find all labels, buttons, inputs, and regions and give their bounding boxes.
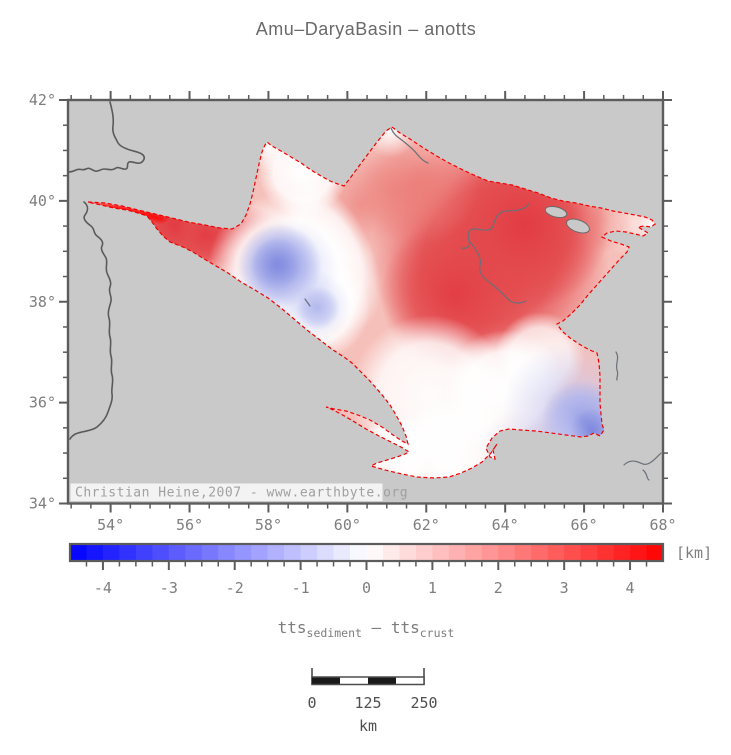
attribution-text: Christian Heine,2007 - www.earthbyte.org	[75, 486, 408, 501]
colorbar-segment	[366, 544, 384, 561]
lon-tick-label: 54°	[97, 516, 124, 534]
colorbar-segment	[135, 544, 153, 561]
colorbar-segment	[185, 544, 203, 561]
colorbar-segment	[70, 544, 87, 561]
scalebar-labels: 0 125 250	[307, 694, 437, 712]
lat-tick-label: 40°	[29, 192, 56, 210]
lon-tick-label: 58°	[255, 516, 282, 534]
map-ticks	[59, 91, 672, 513]
colorbar-segment	[86, 544, 104, 561]
colorbar: -4 -3 -2 -1 0 1 2 3 4 [km]	[68, 542, 712, 597]
attribution: Christian Heine,2007 - www.earthbyte.org	[70, 483, 408, 501]
colorbar-segment	[317, 544, 335, 561]
colorbar-segment	[432, 544, 450, 561]
colorbar-segment	[284, 544, 302, 561]
colorbar-segment	[498, 544, 516, 561]
colorbar-segment	[646, 544, 664, 561]
colorbar-segment	[448, 544, 466, 561]
scalebar-segment-3	[368, 677, 396, 684]
basin-outline	[87, 126, 656, 479]
colorbar-segment	[251, 544, 269, 561]
caspian-coastline	[67, 101, 146, 440]
lat-tick-label: 36°	[29, 394, 56, 412]
colorbar-segment	[102, 544, 120, 561]
lon-tick-label: 66°	[571, 516, 598, 534]
lon-tick-label: 62°	[413, 516, 440, 534]
colorbar-tick-label: 1	[428, 579, 437, 597]
north-coast-path	[67, 101, 146, 173]
lon-tick-label: 60°	[334, 516, 361, 534]
scalebar-tick-label: 125	[354, 694, 381, 712]
colorbar-segment	[399, 544, 417, 561]
lake-holes	[544, 205, 590, 234]
lat-tick-label: 38°	[29, 293, 56, 311]
colorbar-segments	[70, 544, 664, 561]
colorbar-segment	[597, 544, 615, 561]
colorbar-segment	[630, 544, 648, 561]
attribution-box	[70, 483, 383, 501]
scalebar-tick-label: 0	[307, 694, 316, 712]
colorbar-ticks	[85, 562, 648, 570]
colorbar-segment	[514, 544, 532, 561]
colorbar-tick-label: 0	[362, 579, 371, 597]
colorbar-frame	[68, 542, 665, 563]
colorbar-tick-label: 2	[494, 579, 503, 597]
scalebar-tick-label: 250	[410, 694, 437, 712]
lon-tick-label: 68°	[649, 516, 676, 534]
colorbar-tick-label: -1	[292, 579, 310, 597]
colorbar-segment	[531, 544, 549, 561]
colorbar-segment	[300, 544, 318, 561]
colorbar-segment	[168, 544, 186, 561]
colorbar-segment	[234, 544, 252, 561]
colorbar-tick-label: -2	[226, 579, 244, 597]
colorbar-segment	[218, 544, 236, 561]
colorbar-segment	[333, 544, 351, 561]
scalebar-unit: km	[359, 717, 377, 735]
colorbar-segment	[152, 544, 170, 561]
colorbar-segment	[415, 544, 433, 561]
east-caspian-coast-path	[69, 201, 114, 440]
colorbar-segment	[382, 544, 400, 561]
figure-title: Amu–DaryaBasin – anotts	[256, 19, 477, 39]
colorbar-tick-labels: -4 -3 -2 -1 0 1 2 3 4	[94, 579, 635, 597]
colorbar-segment	[481, 544, 499, 561]
colorbar-segment	[201, 544, 219, 561]
lat-tick-label: 34°	[29, 495, 56, 513]
colorbar-segment	[613, 544, 631, 561]
colorbar-tick-label: 4	[626, 579, 635, 597]
colorbar-segment	[564, 544, 582, 561]
colorbar-unit: [km]	[676, 544, 712, 562]
colorbar-segment	[580, 544, 598, 561]
scalebar: 0 125 250 km	[307, 668, 438, 735]
colorbar-segment	[465, 544, 483, 561]
colorbar-tick-label: -3	[160, 579, 178, 597]
lon-tick-label: 64°	[492, 516, 519, 534]
lon-tick-label: 56°	[176, 516, 203, 534]
colorbar-segment	[267, 544, 285, 561]
field-label: ttssediment – ttscrust	[278, 618, 455, 640]
lat-tick-label: 42°	[29, 91, 56, 109]
scalebar-segment-1	[312, 677, 340, 684]
colorbar-tick-label: 3	[560, 579, 569, 597]
map-tick-labels: 54° 56° 58° 60° 62° 64° 66° 68° 34° 36° 38° 40° 42°	[29, 91, 677, 534]
colorbar-segment	[350, 544, 367, 561]
colorbar-segment	[547, 544, 565, 561]
colorbar-tick-label: -4	[94, 579, 112, 597]
colorbar-segment	[119, 544, 137, 561]
river-lines	[304, 127, 662, 481]
